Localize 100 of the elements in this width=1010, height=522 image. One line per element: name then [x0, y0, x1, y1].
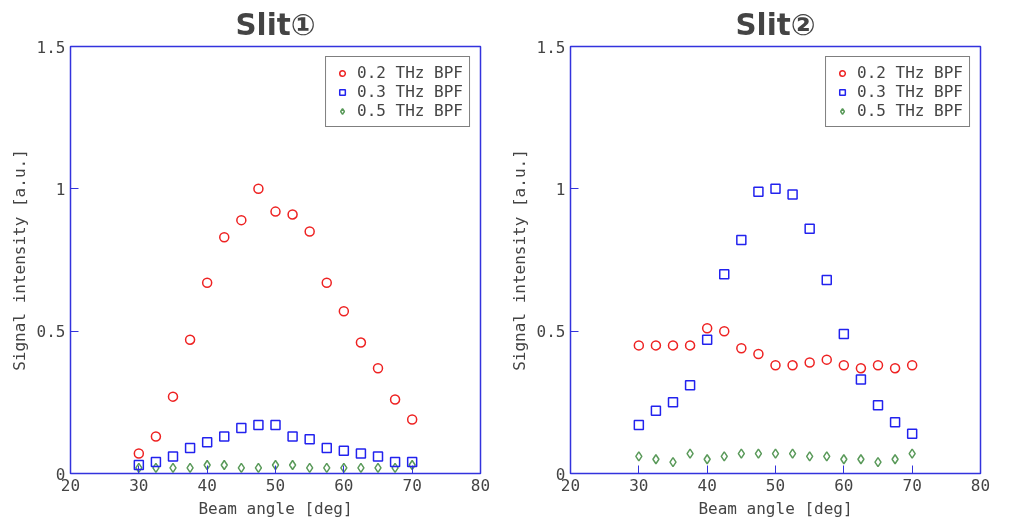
- legend-label: 0.3 THz BPF: [357, 82, 463, 101]
- point: [287, 209, 298, 220]
- legend-label: 0.2 THz BPF: [857, 63, 963, 82]
- point: [872, 399, 884, 411]
- point: [270, 419, 281, 431]
- point: [855, 362, 867, 374]
- legend-label: 0.5 THz BPF: [857, 101, 963, 120]
- x-axis-title: Beam angle [deg]: [698, 498, 853, 518]
- legend-label: 0.5 THz BPF: [357, 101, 463, 120]
- x-tick-label: 30: [129, 475, 149, 495]
- point: [167, 391, 179, 402]
- point: [633, 340, 645, 351]
- point: [304, 434, 315, 445]
- point: [701, 323, 713, 334]
- point: [650, 340, 662, 351]
- point: [906, 360, 918, 371]
- point: [338, 306, 350, 317]
- chart-title: Slit②: [735, 7, 816, 42]
- point: [719, 268, 730, 280]
- point: [167, 451, 179, 462]
- point: [753, 186, 764, 197]
- x-axis-title: Beam angle [deg]: [198, 498, 353, 518]
- point: [703, 454, 711, 465]
- point: [719, 325, 730, 337]
- point: [372, 451, 384, 462]
- point: [133, 448, 145, 459]
- point: [650, 405, 662, 417]
- y-tick-label: 0.5: [536, 322, 566, 342]
- point: [355, 337, 367, 348]
- point: [891, 454, 899, 465]
- point: [201, 277, 213, 289]
- point: [720, 451, 728, 462]
- point: [770, 183, 781, 195]
- point: [771, 448, 780, 459]
- x-tick-label: 50: [265, 475, 286, 495]
- point: [321, 442, 332, 454]
- point: [635, 451, 643, 462]
- point: [253, 419, 264, 431]
- point: [754, 448, 763, 459]
- point: [684, 380, 696, 391]
- x-tick-label: 70: [902, 475, 922, 495]
- point: [271, 459, 280, 471]
- point: [219, 431, 230, 442]
- x-tick-label: 60: [334, 475, 354, 495]
- chart-title: Slit①: [235, 7, 316, 42]
- point: [787, 189, 798, 200]
- point: [667, 397, 679, 408]
- point: [889, 417, 901, 428]
- x-tick-label: 80: [970, 475, 991, 495]
- point: [321, 277, 332, 289]
- point: [684, 340, 696, 351]
- point: [652, 454, 660, 465]
- point: [253, 183, 264, 195]
- point: [389, 456, 401, 468]
- point: [184, 334, 196, 345]
- point: [287, 431, 298, 442]
- point: [288, 459, 297, 471]
- point: [840, 454, 848, 465]
- point: [389, 394, 401, 405]
- point: [838, 328, 850, 340]
- point: [736, 234, 747, 246]
- y-tick-label: 1.5: [536, 37, 566, 57]
- x-tick-label: 40: [697, 475, 717, 495]
- point: [304, 226, 315, 237]
- point: [872, 360, 884, 371]
- point: [237, 462, 246, 474]
- point: [633, 419, 645, 431]
- point: [236, 422, 247, 434]
- point: [270, 206, 281, 217]
- x-tick-label: 50: [765, 475, 786, 495]
- y-axis-title: Signal intensity [a.u.]: [9, 149, 29, 371]
- y-tick-label: 1: [55, 179, 66, 199]
- point: [805, 451, 814, 462]
- y-tick-label: 0.5: [36, 322, 66, 342]
- point: [667, 340, 679, 351]
- point: [804, 223, 815, 234]
- point: [254, 462, 263, 474]
- point: [701, 334, 713, 345]
- legend-label: 0.2 THz BPF: [357, 63, 463, 82]
- x-tick-label: 40: [197, 475, 217, 495]
- x-tick-label: 70: [402, 475, 422, 495]
- point: [372, 362, 384, 374]
- point: [770, 360, 781, 371]
- point: [821, 274, 832, 286]
- point: [737, 448, 746, 459]
- point: [906, 428, 918, 439]
- point: [150, 456, 162, 468]
- point: [753, 348, 764, 360]
- point: [201, 436, 213, 448]
- point: [236, 214, 247, 226]
- point: [908, 448, 916, 459]
- point: [305, 462, 314, 474]
- point: [788, 448, 797, 459]
- point: [889, 362, 901, 374]
- point: [150, 431, 162, 442]
- point: [338, 445, 350, 456]
- point: [804, 357, 815, 368]
- point: [857, 454, 865, 465]
- point: [736, 343, 747, 354]
- point: [406, 414, 418, 425]
